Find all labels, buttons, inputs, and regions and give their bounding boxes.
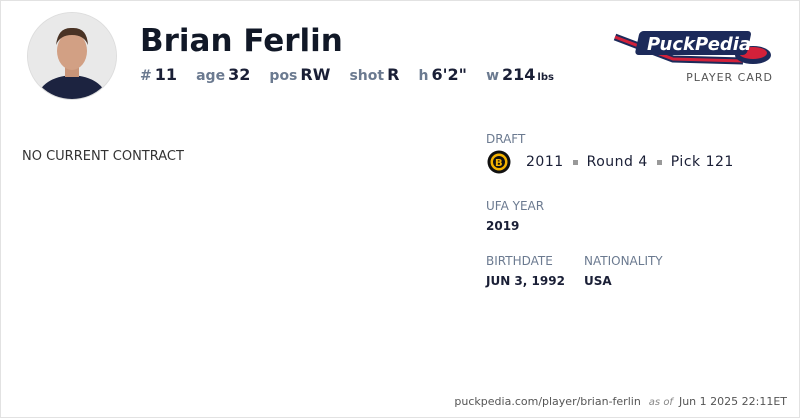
player-url[interactable]: puckpedia.com/player/brian-ferlin <box>454 395 641 408</box>
ufa-label: UFA YEAR <box>486 199 545 213</box>
weight-value: 214 <box>502 65 536 84</box>
ufa-value: 2019 <box>486 219 520 233</box>
svg-text:PuckPedia: PuckPedia <box>647 34 751 55</box>
pos-label: pos <box>269 68 298 84</box>
player-stats: #11 age 32 pos RW shot R h 6'2" w 214 lbs <box>140 65 554 84</box>
contract-status: NO CURRENT CONTRACT <box>22 149 184 164</box>
age-value: 32 <box>228 65 251 84</box>
pos-value: RW <box>300 65 331 84</box>
nationality-label: NATIONALITY <box>584 254 663 268</box>
number-value: 11 <box>154 65 177 84</box>
draft-label: DRAFT <box>486 132 526 146</box>
draft-year: 2011 <box>526 154 564 170</box>
separator <box>572 159 578 165</box>
height-label: h <box>418 68 429 84</box>
number-label: # <box>140 68 152 84</box>
as-of-label: as of <box>648 397 673 408</box>
nationality-value: USA <box>584 274 612 288</box>
draft-round: Round 4 <box>586 154 648 170</box>
birthdate-value: JUN 3, 1992 <box>486 274 565 288</box>
puckpedia-logo: PuckPedia <box>613 25 775 73</box>
draft-info: B 2011 Round 4 Pick 121 <box>487 150 734 174</box>
svg-text:B: B <box>495 158 503 169</box>
player-avatar <box>27 12 117 100</box>
separator <box>656 159 662 165</box>
draft-pick: Pick 121 <box>670 154 734 170</box>
age-label: age <box>196 68 226 84</box>
height-value: 6'2" <box>431 65 467 84</box>
shot-label: shot <box>349 68 385 84</box>
shot-value: R <box>387 65 400 84</box>
player-name: Brian Ferlin <box>140 23 343 59</box>
weight-label: w <box>486 68 500 84</box>
footer: puckpedia.com/player/brian-ferlin as of Ju… <box>454 395 787 408</box>
bruins-logo-icon: B <box>487 150 511 174</box>
timestamp: Jun 1 2025 22:11ET <box>678 395 787 408</box>
weight-unit: lbs <box>537 72 554 83</box>
birthdate-label: BIRTHDATE <box>486 254 553 268</box>
player-card-label: PLAYER CARD <box>686 71 773 84</box>
